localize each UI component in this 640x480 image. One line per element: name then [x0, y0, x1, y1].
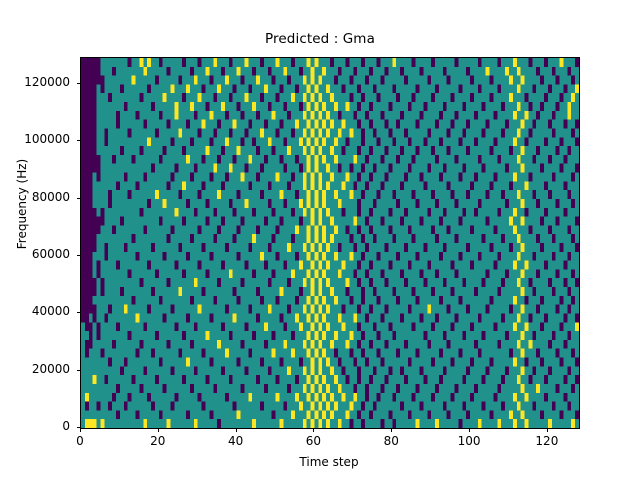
- x-tick-label: 120: [535, 434, 559, 448]
- heatmap-image[interactable]: [81, 58, 579, 428]
- x-axis-label: Time step: [299, 455, 359, 469]
- y-tick-mark: [76, 254, 80, 256]
- x-tick-mark: [157, 428, 159, 432]
- x-tick-label: 80: [383, 434, 399, 448]
- y-tick-mark: [76, 369, 80, 371]
- y-tick-label: 100000: [24, 132, 70, 147]
- y-tick-mark: [76, 197, 80, 199]
- x-tick-label: 0: [76, 434, 84, 448]
- x-tick-mark: [546, 428, 548, 432]
- y-tick-label: 20000: [31, 361, 70, 376]
- y-tick-mark: [76, 82, 80, 84]
- x-tick-label: 60: [305, 434, 322, 448]
- x-tick-mark: [235, 428, 237, 432]
- x-tick-mark: [469, 428, 471, 432]
- heatmap-axes[interactable]: [80, 57, 580, 429]
- y-tick-mark: [76, 140, 80, 142]
- y-tick-label: 0: [62, 419, 70, 433]
- y-tick-mark: [76, 427, 80, 428]
- x-tick-label: 40: [227, 434, 244, 448]
- x-tick-mark: [313, 428, 315, 432]
- y-tick-mark: [76, 312, 80, 314]
- y-tick-label: 60000: [31, 246, 70, 261]
- x-tick-label: 100: [457, 434, 481, 448]
- x-tick-mark: [391, 428, 393, 432]
- y-axis-label: Frequency (Hz): [15, 158, 29, 250]
- y-tick-label: 80000: [31, 189, 70, 204]
- x-tick-label: 20: [150, 434, 166, 448]
- x-tick-mark: [80, 428, 81, 432]
- y-tick-label: 120000: [24, 74, 70, 89]
- chart-title: Predicted : Gma: [265, 31, 375, 47]
- y-tick-label: 40000: [31, 304, 70, 319]
